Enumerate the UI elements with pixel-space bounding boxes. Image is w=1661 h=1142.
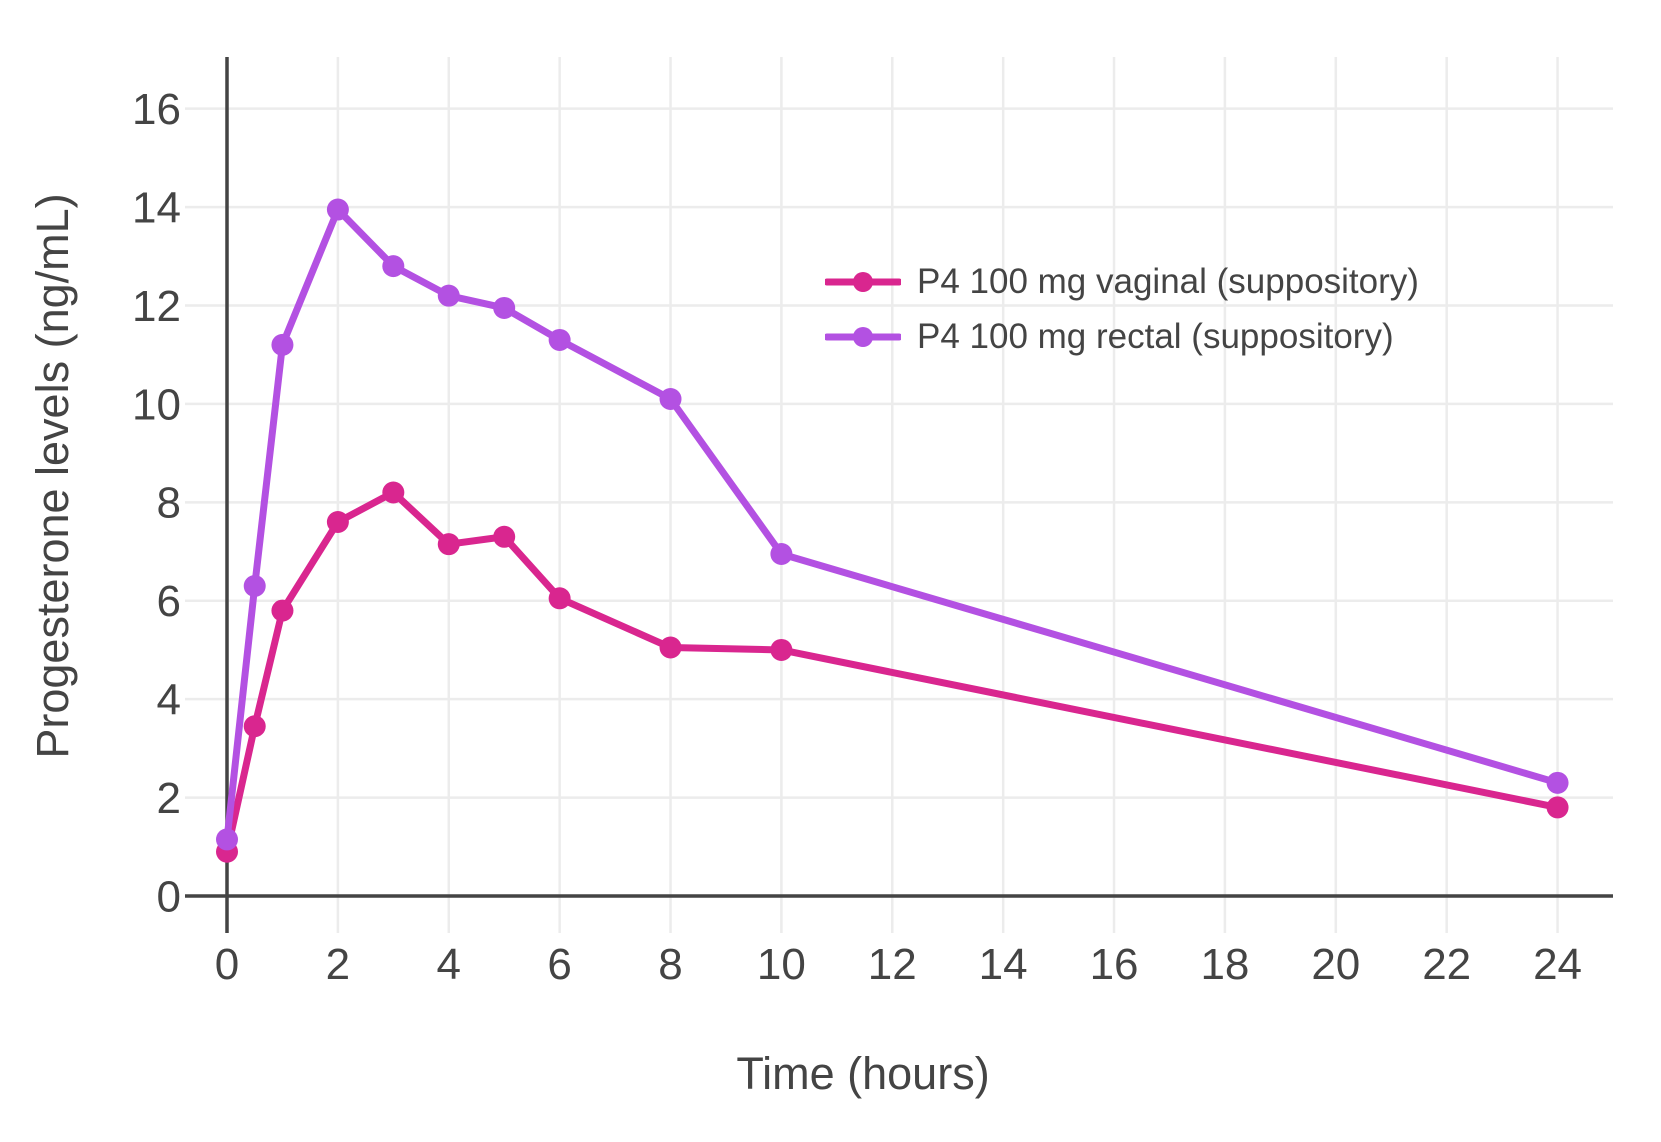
legend-swatch-line-icon [825, 326, 901, 347]
data-point[interactable] [493, 525, 516, 548]
data-point[interactable] [243, 574, 266, 597]
data-point[interactable] [271, 599, 294, 622]
x-tick-label: 12 [868, 940, 917, 989]
data-point[interactable] [548, 587, 571, 610]
series-1 [216, 198, 1569, 851]
x-tick-label: 16 [1090, 940, 1139, 989]
y-tick-label: 2 [157, 774, 181, 823]
x-tick-label: 24 [1533, 940, 1582, 989]
data-point[interactable] [770, 638, 793, 661]
x-tick-label: 8 [658, 940, 682, 989]
data-point[interactable] [382, 481, 405, 504]
legend-item-vaginal[interactable]: P4 100 mg vaginal (suppository) [825, 254, 1419, 309]
x-tick-label: 14 [979, 940, 1028, 989]
x-tick-label: 10 [757, 940, 806, 989]
data-point[interactable] [659, 636, 682, 659]
gridlines [185, 57, 1613, 933]
x-tick-label: 18 [1200, 940, 1249, 989]
y-tick-label: 10 [132, 380, 181, 429]
data-point[interactable] [382, 255, 405, 278]
y-tick-label: 4 [157, 676, 181, 725]
x-tick-label: 4 [437, 940, 461, 989]
data-point[interactable] [326, 198, 349, 221]
y-axis-title: Progesterone levels (ng/mL) [27, 193, 78, 758]
data-point[interactable] [770, 543, 793, 566]
data-point[interactable] [548, 328, 571, 351]
x-tick-label: 0 [215, 940, 239, 989]
x-tick-label: 6 [547, 940, 571, 989]
x-tick-label: 20 [1311, 940, 1360, 989]
x-tick-label: 22 [1422, 940, 1471, 989]
y-tick-label: 0 [157, 872, 181, 921]
data-point[interactable] [659, 387, 682, 410]
data-point[interactable] [437, 284, 460, 307]
y-tick-label: 6 [157, 577, 181, 626]
data-point[interactable] [243, 715, 266, 738]
data-point[interactable] [493, 296, 516, 319]
series-layer [216, 198, 1569, 863]
legend: P4 100 mg vaginal (suppository) P4 100 m… [825, 254, 1419, 364]
x-axis-title: Time (hours) [736, 1048, 989, 1099]
x-tick-label: 2 [326, 940, 350, 989]
data-point[interactable] [271, 333, 294, 356]
data-point[interactable] [1546, 771, 1569, 794]
legend-swatch-line-icon [825, 271, 901, 292]
legend-label: P4 100 mg rectal (suppository) [917, 316, 1394, 356]
legend-item-rectal[interactable]: P4 100 mg rectal (suppository) [825, 309, 1419, 364]
series-0 [216, 481, 1569, 863]
data-point[interactable] [326, 511, 349, 534]
y-tick-label: 12 [132, 282, 181, 331]
data-point[interactable] [437, 533, 460, 556]
y-tick-label: 14 [132, 183, 181, 232]
axes [185, 57, 1613, 933]
data-point[interactable] [1546, 796, 1569, 819]
data-point[interactable] [216, 828, 238, 851]
legend-label: P4 100 mg vaginal (suppository) [917, 261, 1419, 301]
y-tick-label: 8 [157, 479, 181, 528]
y-tick-label: 16 [132, 85, 181, 134]
